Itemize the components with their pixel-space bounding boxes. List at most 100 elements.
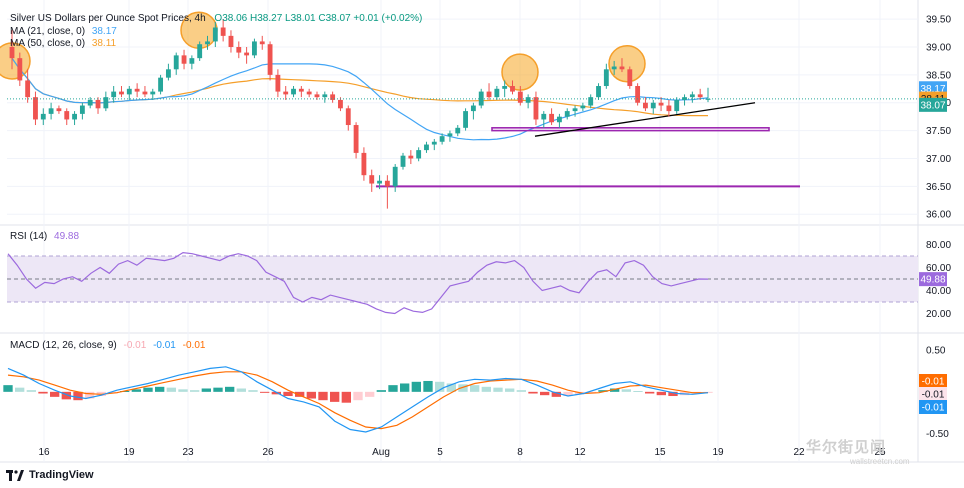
- candle-body[interactable]: [150, 91, 156, 95]
- candle-body[interactable]: [244, 52, 250, 56]
- candle-body[interactable]: [666, 105, 672, 112]
- candle-body[interactable]: [596, 86, 601, 98]
- candle-body[interactable]: [431, 141, 437, 145]
- candle-body[interactable]: [682, 97, 687, 100]
- candle-body[interactable]: [643, 102, 648, 109]
- candle-body[interactable]: [588, 97, 594, 106]
- candle-body[interactable]: [619, 66, 625, 70]
- candle-body[interactable]: [525, 97, 531, 103]
- candle-body[interactable]: [416, 150, 422, 159]
- price-axis[interactable]: 36.0036.5037.0037.5038.0038.5039.0039.50…: [919, 15, 951, 440]
- candle-body[interactable]: [361, 152, 367, 176]
- candle-body[interactable]: [181, 55, 187, 64]
- candle-body[interactable]: [689, 94, 695, 98]
- rsi-value-badge[interactable]: 49.88: [919, 272, 947, 287]
- candle-body[interactable]: [322, 94, 328, 98]
- candle-body[interactable]: [72, 113, 77, 120]
- candle-body[interactable]: [95, 99, 101, 109]
- candle-body[interactable]: [635, 86, 641, 103]
- candle-body[interactable]: [424, 144, 429, 151]
- candle-body[interactable]: [470, 105, 476, 112]
- candle-body[interactable]: [142, 91, 148, 95]
- candle-body[interactable]: [556, 116, 562, 123]
- ascending-trendline[interactable]: [534, 102, 756, 137]
- candle-body[interactable]: [205, 41, 210, 45]
- candle-body[interactable]: [369, 175, 375, 184]
- candle-body[interactable]: [611, 66, 617, 70]
- candle-body[interactable]: [48, 108, 54, 114]
- candle-body[interactable]: [173, 55, 179, 70]
- candle-body[interactable]: [510, 86, 515, 92]
- candle-body[interactable]: [79, 105, 85, 114]
- candle-body[interactable]: [603, 69, 609, 87]
- candle-body[interactable]: [377, 180, 382, 184]
- candle-body[interactable]: [212, 27, 218, 42]
- candle-body[interactable]: [384, 180, 390, 187]
- candle-body[interactable]: [306, 91, 312, 95]
- candle-body[interactable]: [330, 94, 336, 100]
- candle-body[interactable]: [447, 133, 453, 137]
- time-axis[interactable]: 16 19 23 26 Aug 5 8 12 15 19 22 25: [38, 447, 886, 458]
- candle-body[interactable]: [119, 91, 124, 95]
- macd-signal-line[interactable]: [7, 371, 708, 430]
- candle-body[interactable]: [549, 113, 555, 123]
- candle-body[interactable]: [314, 94, 320, 98]
- candle-body[interactable]: [87, 99, 93, 106]
- candle-body[interactable]: [165, 69, 171, 78]
- rsi-pane[interactable]: [7, 251, 918, 315]
- candle-body[interactable]: [259, 41, 265, 45]
- candle-body[interactable]: [298, 88, 304, 92]
- ma21-legend[interactable]: MA (21, close, 0) 38.17: [10, 26, 117, 38]
- tradingview-logo[interactable]: TradingView: [6, 469, 94, 481]
- candle-body[interactable]: [33, 97, 38, 120]
- candle-body[interactable]: [64, 111, 70, 120]
- candle-body[interactable]: [283, 91, 289, 95]
- candle-body[interactable]: [25, 80, 31, 98]
- candle-body[interactable]: [345, 108, 351, 126]
- candle-body[interactable]: [9, 47, 15, 59]
- candle-body[interactable]: [650, 102, 656, 109]
- candle-body[interactable]: [533, 97, 539, 120]
- candle-body[interactable]: [40, 113, 46, 120]
- candle-body[interactable]: [220, 27, 226, 36]
- candle-body[interactable]: [17, 58, 23, 81]
- candle-body[interactable]: [463, 111, 468, 128]
- candle-body[interactable]: [400, 155, 406, 167]
- ma21-line[interactable]: [11, 57, 709, 141]
- candle-body[interactable]: [252, 41, 257, 56]
- macd-signal-badge[interactable]: -0.01: [919, 374, 947, 388]
- rsi-line[interactable]: [7, 251, 709, 315]
- candle-body[interactable]: [564, 111, 570, 117]
- candle-body[interactable]: [486, 91, 492, 98]
- candle-body[interactable]: [572, 108, 578, 112]
- candle-body[interactable]: [439, 136, 445, 142]
- macd-legend[interactable]: MACD (12, 26, close, 9) -0.01 -0.01 -0.0…: [10, 340, 205, 352]
- candle-body[interactable]: [103, 97, 109, 109]
- candle-body[interactable]: [408, 155, 414, 159]
- candle-body[interactable]: [517, 91, 523, 103]
- candle-body[interactable]: [392, 166, 398, 187]
- candle-body[interactable]: [627, 69, 633, 87]
- macd-line-badge[interactable]: -0.01: [919, 400, 947, 414]
- candle-body[interactable]: [353, 125, 359, 153]
- candle-body[interactable]: [494, 88, 500, 98]
- candle-body[interactable]: [236, 47, 242, 53]
- candle-body[interactable]: [541, 113, 547, 120]
- ma50-line[interactable]: [11, 57, 708, 117]
- macd-line[interactable]: [7, 366, 709, 433]
- candle-body[interactable]: [502, 86, 508, 89]
- candle-body[interactable]: [111, 91, 117, 98]
- candle-body[interactable]: [134, 88, 140, 92]
- support-zone-box[interactable]: [491, 127, 770, 132]
- candle-body[interactable]: [189, 58, 195, 64]
- candle-body[interactable]: [455, 127, 461, 134]
- price-pane[interactable]: [0, 11, 918, 209]
- candle-body[interactable]: [267, 44, 273, 75]
- candle-body[interactable]: [158, 77, 164, 92]
- candle-body[interactable]: [674, 99, 680, 112]
- candle-body[interactable]: [126, 88, 132, 95]
- candle-body[interactable]: [56, 108, 62, 112]
- last-price-badge[interactable]: 38.07: [919, 97, 947, 112]
- macd-pane[interactable]: [3, 366, 713, 433]
